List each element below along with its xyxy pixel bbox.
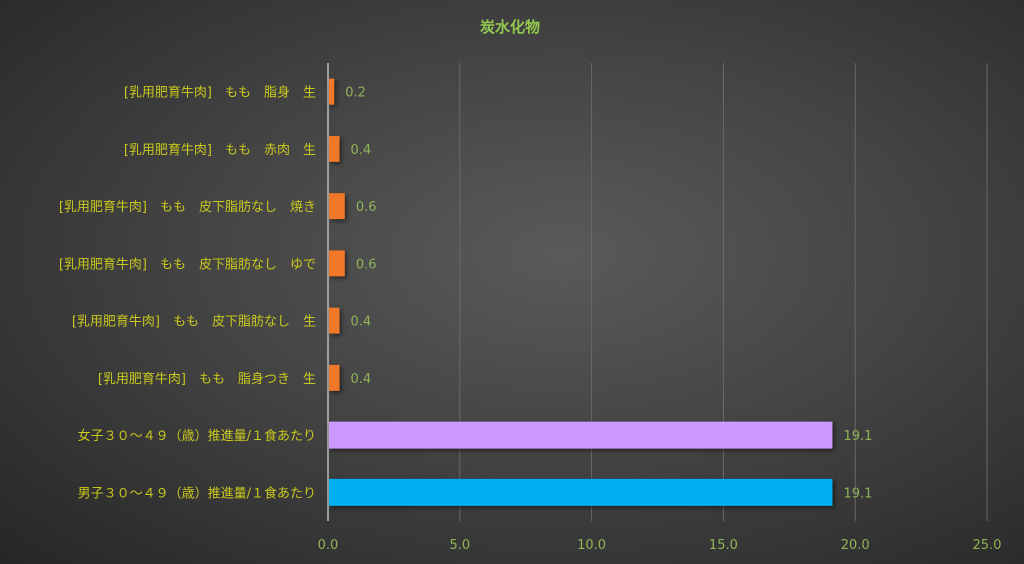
data-label: 0.4 (351, 315, 372, 330)
data-label: 0.2 (345, 86, 366, 101)
category-label: [乳用肥育牛肉] もも 脂身 生 (124, 85, 316, 101)
bar (329, 193, 345, 220)
x-tick-label: 5.0 (449, 538, 470, 553)
category-label: [乳用肥育牛肉] もも 皮下脂肪なし ゆで (59, 256, 316, 272)
data-label: 0.4 (351, 372, 372, 387)
data-label: 19.1 (843, 429, 872, 444)
bar (329, 78, 335, 105)
category-label: 男子３０～４９（歳）推進量/１食あたり (78, 485, 316, 501)
chart-title: 炭水化物 (480, 18, 540, 36)
x-tick-label: 20.0 (841, 538, 870, 553)
data-label: 0.6 (356, 257, 377, 272)
bar (329, 307, 340, 334)
bar (329, 364, 340, 391)
category-label: [乳用肥育牛肉] もも 皮下脂肪なし 焼き (59, 199, 316, 215)
data-label: 19.1 (843, 486, 872, 501)
bar (329, 421, 833, 449)
x-tick-label: 10.0 (577, 538, 606, 553)
bar (329, 135, 340, 162)
category-label: [乳用肥育牛肉] もも 皮下脂肪なし 生 (72, 314, 316, 330)
bar (329, 250, 345, 277)
category-label: [乳用肥育牛肉] もも 赤肉 生 (124, 142, 316, 158)
x-tick-label: 25.0 (973, 538, 1002, 553)
category-label: 女子３０～４９（歳）推進量/１食あたり (78, 428, 316, 444)
x-tick-label: 0.0 (318, 538, 339, 553)
x-tick-label: 15.0 (709, 538, 738, 553)
category-label: [乳用肥育牛肉] もも 脂身つき 生 (98, 371, 316, 387)
data-label: 0.4 (351, 143, 372, 158)
bar (329, 478, 833, 506)
data-label: 0.6 (356, 200, 377, 215)
